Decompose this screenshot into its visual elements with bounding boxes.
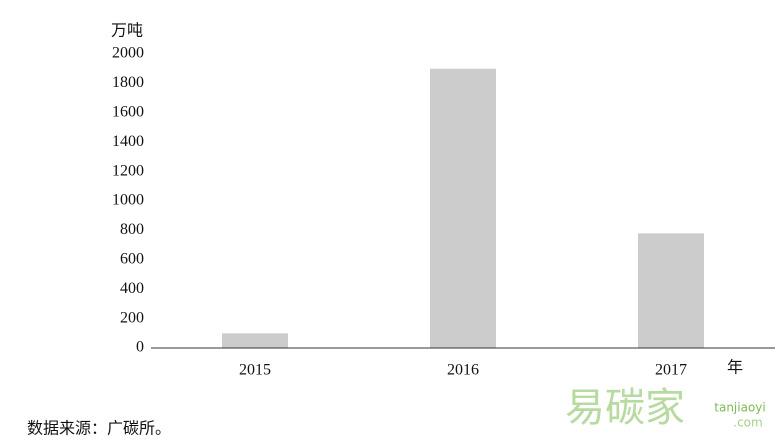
y-tick-label: 400 — [120, 280, 144, 297]
x-tick-label: 2015 — [239, 362, 271, 379]
y-tick-label: 1600 — [112, 103, 144, 120]
y-tick-label: 1200 — [112, 162, 144, 179]
y-axis-label: 万吨 — [111, 22, 143, 40]
watermark-tag: tanjiaoyi — [714, 401, 765, 415]
bar — [222, 333, 288, 348]
y-tick-label: 600 — [120, 250, 144, 267]
x-axis-label: 年 — [727, 359, 743, 377]
x-tick-label: 2016 — [447, 362, 479, 379]
y-tick-label: 2000 — [112, 45, 144, 62]
y-tick-label: 800 — [120, 221, 144, 238]
watermark-domain: .com — [733, 416, 762, 430]
y-tick-label: 200 — [120, 309, 144, 326]
source: 数据来源：广碳所。 — [27, 420, 171, 438]
bar — [430, 68, 496, 348]
y-tick-label: 1000 — [112, 192, 144, 209]
watermark: 易碳家 — [565, 385, 685, 431]
y-tick-label: 1800 — [112, 74, 144, 91]
y-tick-label: 0 — [136, 339, 144, 356]
x-tick-label: 2017 — [655, 362, 687, 379]
bar — [638, 233, 704, 348]
y-tick-label: 1400 — [112, 133, 144, 150]
